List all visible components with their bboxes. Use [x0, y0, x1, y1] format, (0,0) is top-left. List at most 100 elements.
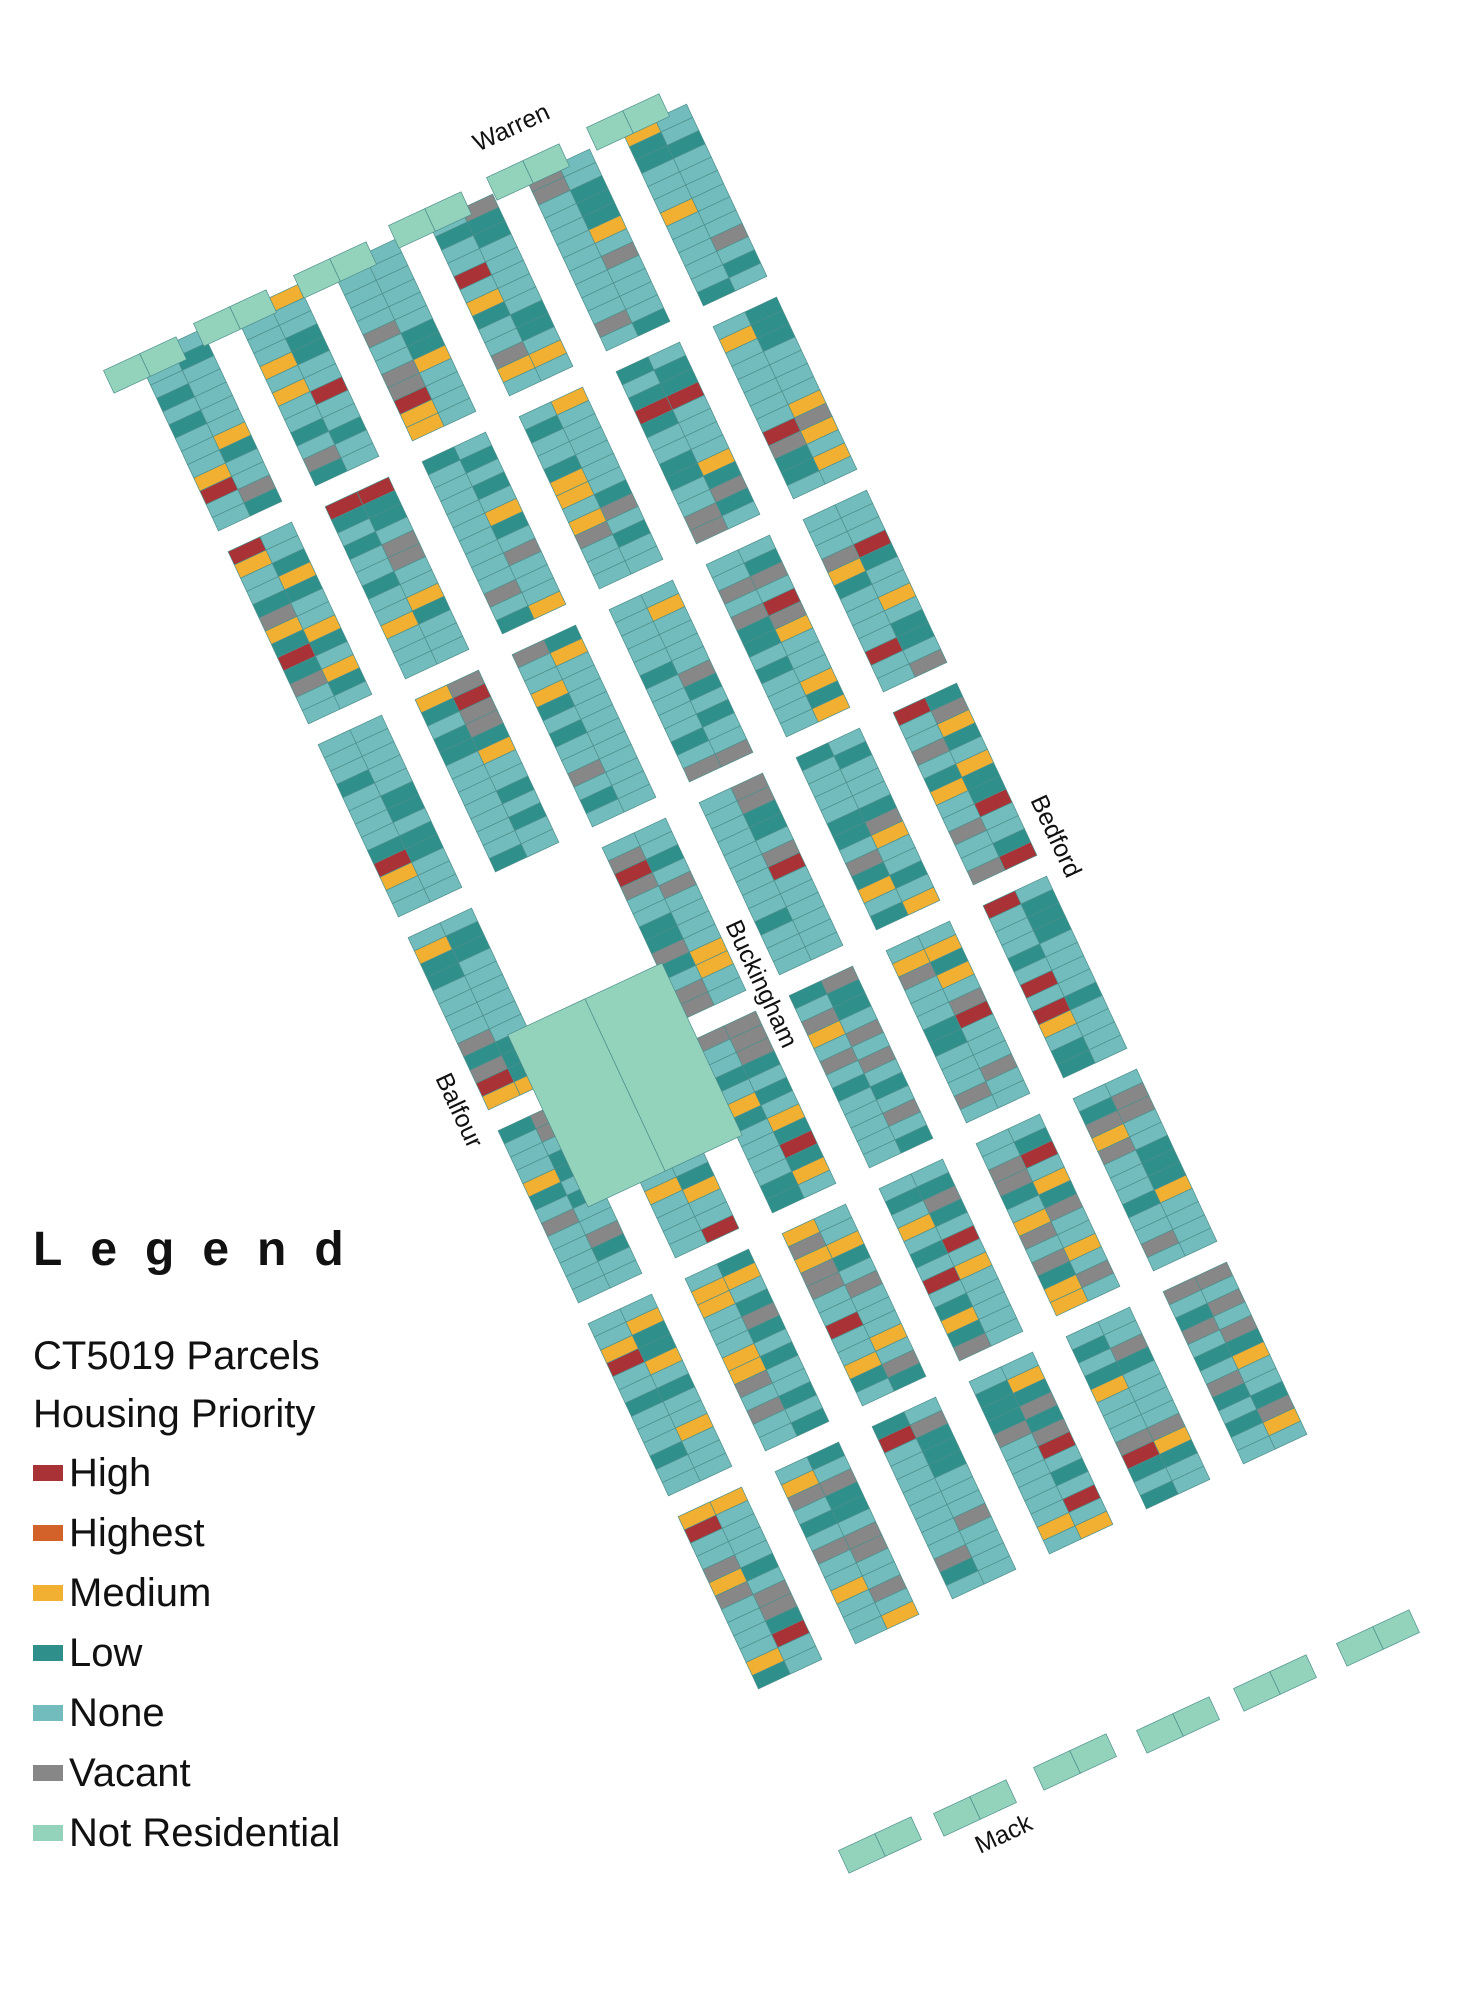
- parcel-block: [414, 669, 560, 873]
- parcel-block: [507, 962, 743, 1208]
- parcel: [585, 798, 625, 828]
- parcel: [772, 946, 812, 976]
- parcel-block: [193, 289, 277, 347]
- parcel-block: [587, 1293, 733, 1497]
- legend-title: Legend: [33, 1223, 372, 1276]
- parcel: [308, 457, 348, 487]
- legend-item-low: Low: [33, 1623, 372, 1683]
- parcel: [599, 322, 639, 352]
- street-label-warren: Warren: [469, 98, 554, 158]
- legend-label: High: [69, 1450, 152, 1495]
- parcel-block: [1136, 1696, 1220, 1754]
- parcel: [481, 1081, 521, 1111]
- parcel-block: [838, 1816, 922, 1874]
- parcel: [388, 208, 436, 249]
- parcel-block: [1162, 1261, 1308, 1465]
- parcel-block: [677, 1486, 823, 1690]
- parcel-block: [705, 534, 851, 738]
- legend-swatch: [33, 1585, 63, 1601]
- parcel: [945, 1570, 985, 1600]
- parcel-block: [622, 103, 768, 307]
- parcel-block: [324, 476, 470, 680]
- legend-swatch: [33, 1705, 63, 1721]
- street-label-bedford: Bedford: [1025, 791, 1087, 882]
- parcel-block: [1072, 1068, 1218, 1272]
- parcel-block: [712, 296, 858, 500]
- parcel-block: [933, 1779, 1017, 1837]
- legend-item-vacant: Vacant: [33, 1743, 372, 1803]
- parcel: [592, 560, 632, 590]
- parcel-block: [137, 328, 283, 532]
- parcel: [1233, 1671, 1281, 1712]
- parcel-block: [982, 875, 1128, 1079]
- parcel-block: [234, 283, 380, 487]
- parcel: [696, 277, 736, 307]
- parcel-block: [586, 93, 670, 151]
- legend-item-highest: Highest: [33, 1503, 372, 1563]
- legend-label: Not Residential: [69, 1810, 341, 1855]
- legend-label: None: [69, 1690, 165, 1735]
- parcel: [502, 367, 542, 397]
- parcel: [507, 998, 666, 1208]
- parcel: [193, 306, 241, 347]
- parcel-block: [1233, 1654, 1317, 1712]
- parcel: [661, 1467, 701, 1497]
- parcel: [586, 110, 634, 151]
- legend-label: Highest: [69, 1510, 205, 1555]
- parcel-block: [878, 1158, 1024, 1362]
- parcel: [495, 605, 535, 635]
- parcel-block: [103, 336, 187, 394]
- parcel: [682, 753, 722, 783]
- legend-item-none: None: [33, 1683, 372, 1743]
- parcel: [488, 843, 528, 873]
- legend-swatch: [33, 1525, 63, 1541]
- parcel: [1056, 1049, 1096, 1079]
- parcel-block: [1033, 1733, 1117, 1791]
- parcel: [211, 502, 251, 532]
- parcel: [668, 1229, 708, 1259]
- parcel: [952, 1332, 992, 1362]
- parcel: [751, 1660, 791, 1690]
- parcel-block: [788, 965, 934, 1169]
- parcel-block: [317, 714, 463, 918]
- parcel-block: [968, 1351, 1114, 1555]
- parcel-block: [227, 521, 373, 725]
- parcel-block: [885, 920, 1031, 1124]
- legend-label: Vacant: [69, 1750, 191, 1795]
- parcel-block: [407, 907, 553, 1111]
- parcel-block: [975, 1113, 1121, 1317]
- parcel: [855, 1377, 895, 1407]
- parcel-block: [331, 238, 477, 442]
- legend-label: Medium: [69, 1570, 212, 1615]
- parcel-block: [511, 624, 657, 828]
- parcel-block: [421, 431, 567, 635]
- parcel: [779, 708, 819, 738]
- legend-swatch: [33, 1825, 63, 1841]
- parcel-blocks: [103, 93, 1420, 1874]
- parcel-block: [781, 1203, 927, 1407]
- parcel: [1049, 1287, 1089, 1317]
- parcel-block: [802, 489, 948, 693]
- parcel-block: [774, 1441, 920, 1645]
- legend-items: High Highest Medium Low None Vacant Not Reside…: [33, 1443, 372, 1863]
- parcel-block: [1336, 1609, 1420, 1667]
- parcel-block: [795, 727, 941, 931]
- parcel: [405, 412, 445, 442]
- parcel: [689, 515, 729, 545]
- parcel: [966, 856, 1006, 886]
- parcel: [959, 1094, 999, 1124]
- parcel-block: [871, 1396, 1017, 1600]
- legend-subtitle-2: Housing Priority: [33, 1392, 316, 1436]
- parcel: [1136, 1713, 1184, 1754]
- parcel: [1042, 1525, 1082, 1555]
- parcel: [758, 1422, 798, 1452]
- parcel: [486, 160, 534, 201]
- parcel-block: [486, 143, 570, 201]
- parcel: [1139, 1480, 1179, 1510]
- parcel: [103, 353, 151, 394]
- parcel-block: [691, 1010, 837, 1214]
- parcel: [848, 1615, 888, 1645]
- parcel: [1336, 1626, 1384, 1667]
- parcel: [838, 1833, 886, 1874]
